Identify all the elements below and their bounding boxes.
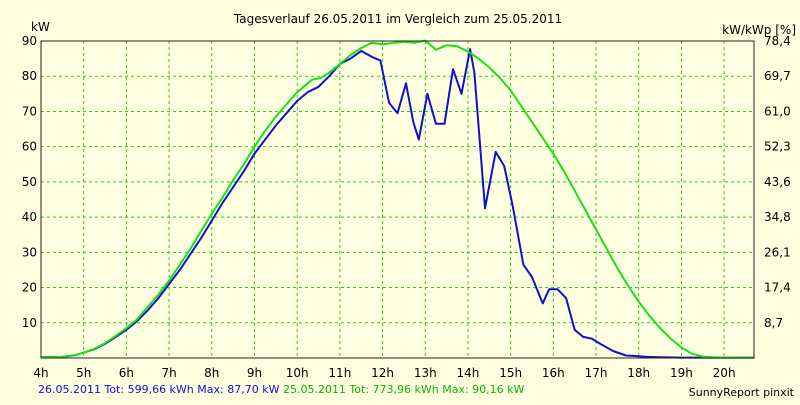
y-tick-label-right: 61,0 [764, 104, 791, 118]
plot-frame [40, 40, 755, 359]
x-tick-label: 13h [414, 366, 437, 380]
y-tick-label-left: 50 [22, 175, 37, 189]
x-tick-label: 10h [286, 366, 309, 380]
x-tick-label: 15h [499, 366, 522, 380]
x-tick-label: 18h [627, 366, 650, 380]
x-tick-label: 11h [328, 366, 351, 380]
y-tick-label-right: 26,1 [764, 245, 791, 259]
y-tick-label-right: 17,4 [764, 281, 791, 295]
chart-title: Tagesverlauf 26.05.2011 im Vergleich zum… [233, 12, 562, 26]
legend-series-1: 26.05.2011 Tot: 599,66 kWh Max: 87,70 kW [38, 383, 280, 396]
series-line-2 [40, 39, 754, 359]
series-layer [40, 39, 754, 359]
y-tick-label-right: 43,6 [764, 175, 791, 189]
y-axis-label-right: kW/kWp [%] [722, 23, 796, 37]
y-axis-label-left: kW [31, 20, 50, 34]
x-tick-label: 16h [542, 366, 565, 380]
x-tick-label: 9h [247, 366, 262, 380]
y-tick-label-left: 70 [22, 104, 37, 118]
x-tick-label: 12h [371, 366, 394, 380]
plot-background [41, 41, 754, 358]
y-tick-label-right: 78,4 [764, 34, 791, 48]
y-tick-label-right: 52,3 [764, 140, 791, 154]
x-tick-label: 14h [457, 366, 480, 380]
x-tick-label: 5h [76, 366, 91, 380]
y-tick-label-left: 40 [22, 210, 37, 224]
y-tick-label-right: 34,8 [764, 210, 791, 224]
x-tick-label: 4h [33, 366, 48, 380]
x-tick-label: 8h [204, 366, 219, 380]
x-tick-label: 20h [713, 366, 736, 380]
y-tick-label-left: 30 [22, 245, 37, 259]
y-tick-label-left: 90 [22, 34, 37, 48]
footer-credit: SunnyReport pinxit [688, 386, 794, 399]
tick-labels: 4h 5h 6h 7h 8h 9h 10h 11h 12h 13h 14h 15h 16h 17h 18h 1… [22, 34, 791, 380]
x-tick-label: 19h [670, 366, 693, 380]
legend-series-2: 25.05.2011 Tot: 773,96 kWh Max: 90,16 kW [282, 383, 525, 396]
series-line-1 [40, 48, 754, 359]
y-tick-label-right: 8,7 [764, 316, 783, 330]
x-tick-label: 17h [585, 366, 608, 380]
y-tick-label-right: 69,7 [764, 69, 791, 83]
y-tick-label-left: 20 [22, 281, 37, 295]
y-tick-label-left: 80 [22, 69, 37, 83]
x-tick-label: 7h [161, 366, 176, 380]
footer-stats: 26.05.2011 Tot: 599,66 kWh Max: 87,70 kW… [38, 383, 524, 396]
grid-layer [41, 41, 754, 358]
y-tick-label-left: 60 [22, 140, 37, 154]
x-tick-label: 6h [119, 366, 134, 380]
y-tick-label-left: 10 [22, 316, 37, 330]
